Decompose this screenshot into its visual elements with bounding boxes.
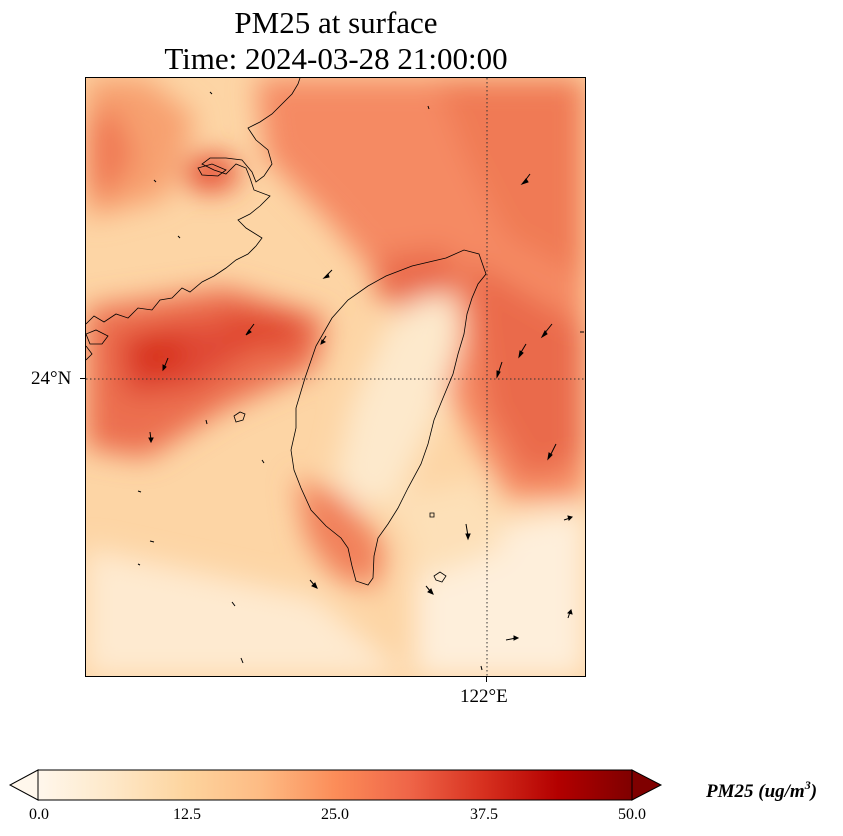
colorbar-tick-label: 25.0 xyxy=(321,806,349,823)
wind-arrow xyxy=(505,635,520,641)
colorbar-unit-label: PM25 (ug/m3) xyxy=(706,773,817,804)
colorbar-label-suffix: ) xyxy=(810,781,818,802)
wind-arrow xyxy=(149,540,155,543)
wind-arrow xyxy=(137,563,141,566)
wind-arrow xyxy=(547,443,557,461)
wind-arrow xyxy=(496,361,503,379)
east-islet xyxy=(429,512,435,518)
taiwan-coastline xyxy=(290,249,487,586)
colorbar-extend-high xyxy=(631,769,663,801)
colorbar xyxy=(8,769,663,801)
map-panel xyxy=(85,77,586,677)
wind-arrow xyxy=(231,601,236,607)
wind-arrow xyxy=(480,665,483,671)
wind-arrow xyxy=(427,105,430,110)
south-islet xyxy=(433,571,447,583)
wind-arrow xyxy=(309,579,318,589)
colorbar-gradient xyxy=(37,769,633,801)
wind-arrow xyxy=(567,609,573,619)
colorbar-label-prefix: PM25 (ug/m xyxy=(706,781,805,802)
longitude-label: 122°E xyxy=(460,686,508,707)
wind-arrow xyxy=(209,91,213,95)
latitude-tick xyxy=(80,378,85,379)
colorbar-tick-label: 50.0 xyxy=(618,806,646,823)
pm25-map xyxy=(86,78,585,676)
colorbar-tick-label: 12.5 xyxy=(173,806,201,823)
wind-arrow xyxy=(563,515,573,521)
wind-arrow xyxy=(322,269,333,279)
colorbar-tick-label: 37.5 xyxy=(470,806,498,823)
longitude-tick xyxy=(486,677,487,682)
coastlines xyxy=(86,78,487,586)
wind-arrow xyxy=(177,235,181,239)
wind-arrow xyxy=(162,357,169,372)
wind-arrow xyxy=(320,335,327,345)
nw-coast-islands xyxy=(86,329,109,361)
wind-arrow xyxy=(148,431,154,444)
wind-vectors xyxy=(137,91,584,671)
china-coastline xyxy=(86,78,301,325)
latitude-label: 24°N xyxy=(31,368,72,389)
colorbar-label-sup: 3 xyxy=(804,778,811,792)
wind-arrow xyxy=(425,585,434,595)
wind-arrow xyxy=(465,523,471,541)
wind-arrow xyxy=(153,179,157,183)
wind-arrow xyxy=(540,323,553,339)
wind-arrow xyxy=(205,419,208,425)
wind-arrow xyxy=(240,657,244,664)
penghu-islands xyxy=(233,411,246,423)
wind-arrow xyxy=(261,459,265,464)
wind-arrow xyxy=(520,173,531,186)
pm25-field xyxy=(86,78,585,676)
fujian-islands xyxy=(197,163,227,177)
wind-arrow xyxy=(518,343,527,359)
colorbar-tick-label: 0.0 xyxy=(29,806,49,823)
colorbar-extend-low xyxy=(8,769,39,801)
wind-arrow xyxy=(137,490,142,493)
wind-arrow xyxy=(245,323,255,336)
map-time-subtitle: Time: 2024-03-28 21:00:00 xyxy=(164,41,508,76)
map-title: PM25 at surface xyxy=(234,5,438,40)
